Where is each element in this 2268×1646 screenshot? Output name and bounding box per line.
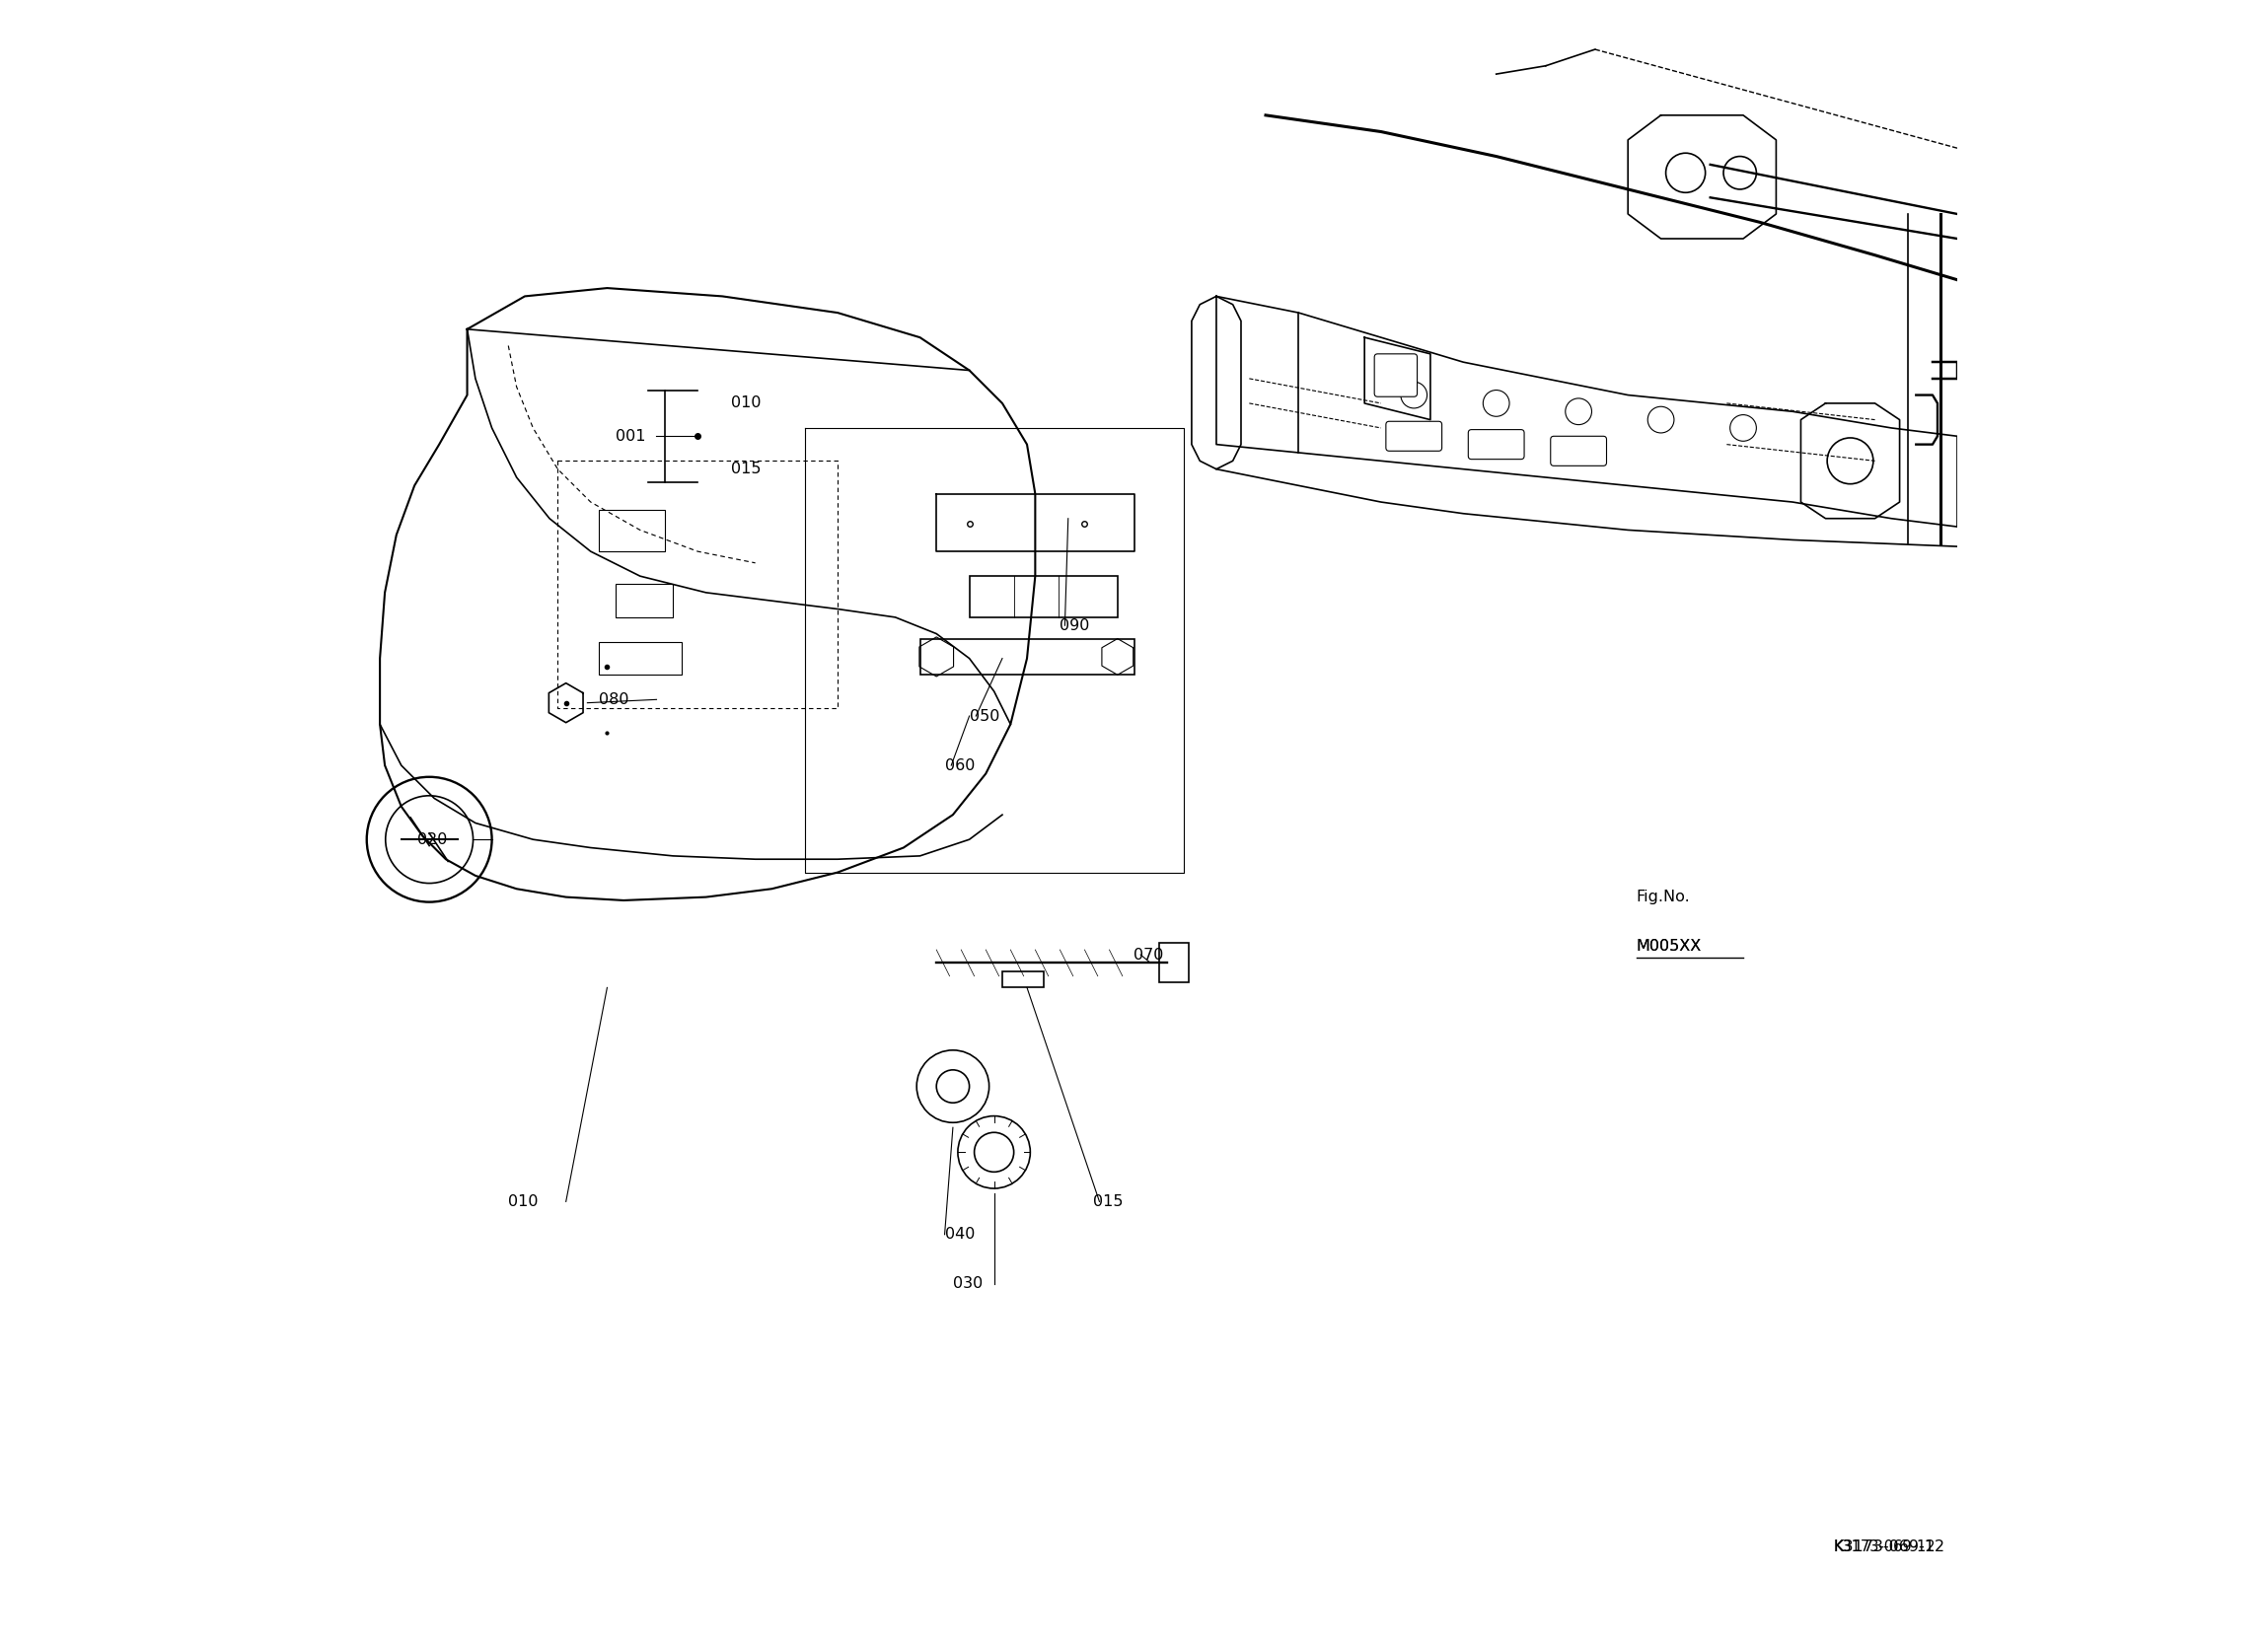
- Circle shape: [1649, 407, 1674, 433]
- Text: 040: 040: [946, 1228, 975, 1241]
- Circle shape: [937, 1070, 968, 1103]
- Text: 080: 080: [599, 693, 628, 706]
- Text: 090: 090: [1059, 619, 1091, 632]
- FancyBboxPatch shape: [1467, 430, 1524, 459]
- Circle shape: [1565, 398, 1592, 425]
- Text: 015: 015: [1093, 1195, 1123, 1208]
- Bar: [1159, 943, 1188, 983]
- Text: 050: 050: [968, 709, 1000, 723]
- Text: 030: 030: [953, 1277, 982, 1290]
- Bar: [921, 639, 1134, 675]
- Text: 001: 001: [615, 430, 646, 443]
- Bar: [615, 584, 674, 617]
- FancyBboxPatch shape: [1374, 354, 1418, 397]
- Bar: [599, 642, 680, 675]
- Text: 010: 010: [730, 397, 760, 410]
- Circle shape: [1724, 156, 1755, 189]
- Bar: [599, 510, 665, 551]
- Circle shape: [367, 777, 492, 902]
- Circle shape: [1828, 438, 1873, 484]
- Bar: [968, 576, 1118, 617]
- Bar: [1002, 971, 1043, 988]
- Text: K3173-069-12: K3173-069-12: [1835, 1541, 1937, 1554]
- Circle shape: [1402, 382, 1427, 408]
- Text: M005XX: M005XX: [1635, 940, 1701, 953]
- FancyBboxPatch shape: [1386, 421, 1442, 451]
- Text: M005XX: M005XX: [1635, 940, 1701, 953]
- Circle shape: [916, 1050, 989, 1123]
- Text: 070: 070: [1134, 948, 1163, 961]
- Text: 020: 020: [417, 833, 447, 846]
- Circle shape: [957, 1116, 1030, 1188]
- Circle shape: [386, 795, 474, 884]
- Circle shape: [1730, 415, 1755, 441]
- Text: 015: 015: [730, 463, 760, 476]
- Circle shape: [975, 1132, 1014, 1172]
- Circle shape: [1665, 153, 1706, 193]
- Text: 060: 060: [946, 759, 975, 772]
- Text: K3173-069-12: K3173-069-12: [1835, 1541, 1946, 1554]
- Circle shape: [1483, 390, 1510, 416]
- Text: Fig.No.: Fig.No.: [1635, 890, 1690, 904]
- FancyBboxPatch shape: [1551, 436, 1606, 466]
- Text: 010: 010: [508, 1195, 538, 1208]
